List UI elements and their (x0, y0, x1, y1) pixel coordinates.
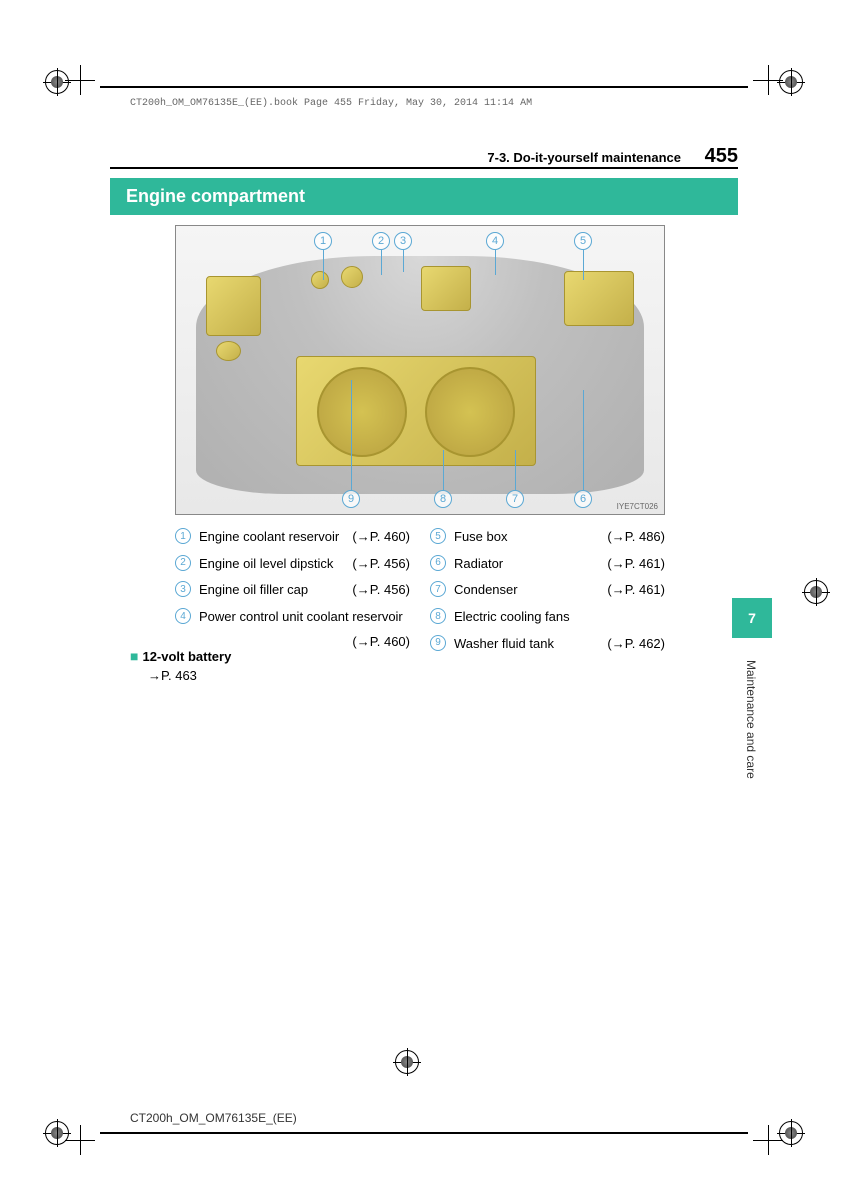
legend-number: 8 (430, 608, 446, 624)
legend-text: Condenser(→P. 461) (454, 578, 665, 603)
legend-text: Washer fluid tank(→P. 462) (454, 632, 665, 657)
callout-2: 2 (372, 232, 390, 250)
engine-illustration (196, 256, 644, 494)
legend-item: 7 Condenser(→P. 461) (430, 578, 665, 603)
callout-line (351, 380, 352, 490)
legend-number: 3 (175, 581, 191, 597)
image-code: IYE7CT026 (617, 502, 658, 511)
callout-line (381, 250, 382, 275)
engine-part-radiator (296, 356, 536, 466)
legend-ref: (→P. 462) (607, 632, 665, 657)
page-border-top (100, 86, 748, 88)
page-number: 455 (705, 145, 738, 167)
engine-diagram: 1 2 3 4 5 9 8 7 6 IYE7CT026 (175, 225, 665, 515)
legend-ref: (→P. 460) (352, 630, 410, 655)
callout-line (583, 250, 584, 280)
engine-part-washer (216, 341, 241, 361)
legend-ref: (→P. 460) (352, 525, 410, 550)
callout-6: 6 (574, 490, 592, 508)
title-bar: Engine compartment (110, 178, 738, 215)
reg-mark (779, 70, 803, 94)
engine-part-dipstick (311, 271, 329, 289)
callout-8: 8 (434, 490, 452, 508)
callout-line (403, 250, 404, 272)
sub-section-ref: →P. 463 (148, 668, 231, 683)
callout-line (515, 450, 516, 490)
callout-line (323, 250, 324, 280)
section-header: 7-3. Do-it-yourself maintenance 455 (487, 145, 738, 168)
legend-ref: (→P. 456) (352, 552, 410, 577)
legend-text: Engine oil level dipstick(→P. 456) (199, 552, 410, 577)
legend-number: 7 (430, 581, 446, 597)
callout-line (443, 450, 444, 490)
legend-item: 6 Radiator(→P. 461) (430, 552, 665, 577)
engine-part-pcu (421, 266, 471, 311)
legend-item: 2 Engine oil level dipstick(→P. 456) (175, 552, 410, 577)
reg-mark (45, 70, 69, 94)
legend-ref: (→P. 461) (607, 578, 665, 603)
reg-mark (804, 580, 828, 604)
footer-text: CT200h_OM_OM76135E_(EE) (130, 1111, 297, 1125)
section-label: 7-3. Do-it-yourself maintenance (487, 150, 681, 165)
header-rule (110, 167, 738, 169)
engine-part-fusebox (564, 271, 634, 326)
sub-marker-icon: ■ (130, 648, 138, 664)
reg-mark (779, 1121, 803, 1145)
callout-9: 9 (342, 490, 360, 508)
legend-ref: (→P. 461) (607, 552, 665, 577)
legend-number: 4 (175, 608, 191, 624)
legend-item: 9 Washer fluid tank(→P. 462) (430, 632, 665, 657)
legend-ref: (→P. 486) (607, 525, 665, 550)
callout-7: 7 (506, 490, 524, 508)
chapter-tab: 7 (732, 598, 772, 638)
legend-item: 3 Engine oil filler cap(→P. 456) (175, 578, 410, 603)
legend-item: 1 Engine coolant reservoir(→P. 460) (175, 525, 410, 550)
legend-number: 5 (430, 528, 446, 544)
engine-part-reservoir (206, 276, 261, 336)
callout-5: 5 (574, 232, 592, 250)
sub-section: ■ 12-volt battery →P. 463 (130, 648, 231, 683)
callout-line (583, 390, 584, 490)
legend-col-right: 5 Fuse box(→P. 486) 6 Radiator(→P. 461) 7 Con… (430, 525, 665, 658)
legend-col-left: 1 Engine coolant reservoir(→P. 460) 2 Engin… (175, 525, 410, 658)
chapter-label: Maintenance and care (744, 660, 758, 779)
legend-text: Engine coolant reservoir(→P. 460) (199, 525, 410, 550)
legend: 1 Engine coolant reservoir(→P. 460) 2 Engin… (175, 525, 665, 658)
reg-mark (395, 1050, 419, 1074)
reg-mark (45, 1121, 69, 1145)
callout-1: 1 (314, 232, 332, 250)
callout-line (495, 250, 496, 275)
book-info-header: CT200h_OM_OM76135E_(EE).book Page 455 Fr… (130, 98, 532, 109)
legend-number: 9 (430, 635, 446, 651)
legend-text: Engine oil filler cap(→P. 456) (199, 578, 410, 603)
legend-item: 8 Electric cooling fans (430, 605, 665, 630)
callout-4: 4 (486, 232, 504, 250)
legend-number: 6 (430, 555, 446, 571)
legend-number: 1 (175, 528, 191, 544)
legend-text: Fuse box(→P. 486) (454, 525, 665, 550)
legend-ref: (→P. 456) (352, 578, 410, 603)
engine-part-cap (341, 266, 363, 288)
sub-section-title: 12-volt battery (142, 649, 231, 664)
legend-number: 2 (175, 555, 191, 571)
callout-3: 3 (394, 232, 412, 250)
legend-item: 5 Fuse box(→P. 486) (430, 525, 665, 550)
page-border-bottom (100, 1132, 748, 1134)
legend-text: Radiator(→P. 461) (454, 552, 665, 577)
legend-text: Electric cooling fans (454, 605, 665, 630)
